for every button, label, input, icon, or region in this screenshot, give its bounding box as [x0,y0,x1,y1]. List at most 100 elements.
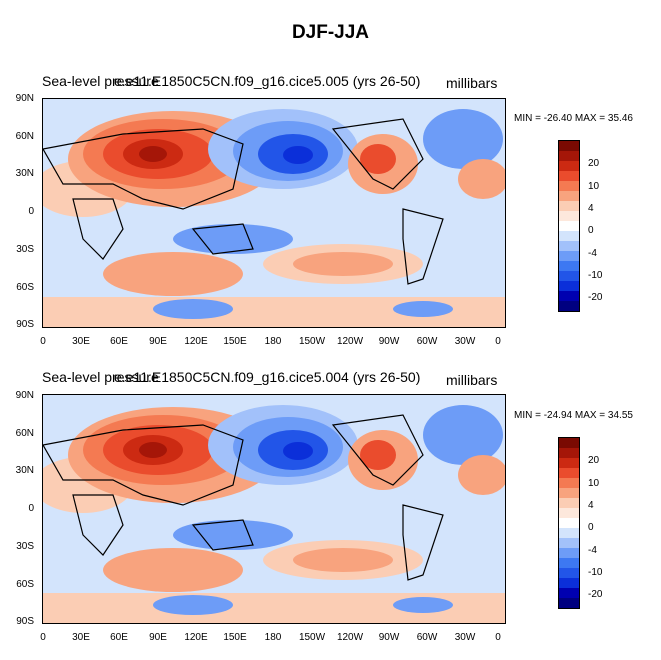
colorbar-swatch [559,191,579,201]
colorbar-swatch [559,548,579,558]
lat-label: 30N [15,168,34,179]
lat-label: 0 [28,206,34,217]
case-label: e.e11.E1850C5CN.f09_g16.cice5.004 (yrs 2… [114,369,421,385]
colorbar-swatch [559,508,579,518]
colorbar-swatch [559,251,579,261]
page-title: DJF-JJA [291,22,370,43]
colorbar-swatch [559,241,579,251]
lat-label: 30S [16,244,34,255]
colorbar-swatch [559,588,579,598]
colorbar-swatch [559,498,579,508]
lat-label: 30S [16,541,34,552]
lon-label: 0 [495,336,501,347]
colorbar-label: -4 [588,545,597,556]
lon-label: 120E [184,632,208,643]
lon-label: 30E [72,336,90,347]
colorbar-label: -10 [588,270,603,281]
colorbar [558,437,580,609]
lat-label: 90N [15,390,34,401]
lat-label: 60N [15,131,34,142]
sea-level-pressure-map [42,98,506,328]
colorbar-swatch [559,171,579,181]
colorbar-label: -20 [588,292,603,303]
lon-label: 60W [416,336,438,347]
lat-label: 60S [16,579,34,590]
colorbar-swatch [559,468,579,478]
lon-label: 90W [378,632,400,643]
lon-label: 120W [336,336,364,347]
colorbar-swatch [559,181,579,191]
lon-label: 150E [223,632,247,643]
variable-label: Sea-level pressure [42,369,159,385]
units-label: millibars [446,372,498,388]
colorbar-swatch [559,281,579,291]
lon-label: 60W [416,632,438,643]
lon-label: 90E [149,632,167,643]
min-max-label: MIN = -24.94 MAX = 34.55 [514,410,633,421]
lon-label: 120E [184,336,208,347]
colorbar-swatch [559,458,579,468]
colorbar-swatch [559,488,579,498]
colorbar-swatch [559,538,579,548]
colorbar-swatch [559,211,579,221]
map-field [43,395,505,623]
colorbar-label: 20 [588,455,600,466]
lon-label: 150W [298,632,326,643]
lon-label: 180 [264,336,282,347]
colorbar-swatch [559,271,579,281]
colorbar-label: 0 [588,225,594,236]
colorbar-label: 10 [588,181,600,192]
lon-label: 30W [454,336,476,347]
colorbar-label: 4 [588,203,594,214]
colorbar-label: 20 [588,158,600,169]
lon-label: 150E [223,336,247,347]
lat-label: 90S [16,319,34,330]
lat-label: 90N [15,93,34,104]
colorbar-swatch [559,558,579,568]
colorbar [558,140,580,312]
colorbar-swatch [559,518,579,528]
lon-label: 150W [298,336,326,347]
lon-label: 120W [336,632,364,643]
lat-label: 30N [15,465,34,476]
lon-label: 60E [110,632,128,643]
colorbar-swatch [559,438,579,448]
lon-label: 0 [495,632,501,643]
colorbar-swatch [559,201,579,211]
lon-label: 180 [264,632,282,643]
min-max-label: MIN = -26.40 MAX = 35.46 [514,113,633,124]
lon-label: 0 [40,336,46,347]
colorbar-label: 0 [588,522,594,533]
lat-label: 90S [16,616,34,627]
colorbar-label: -4 [588,248,597,259]
lon-label: 30E [72,632,90,643]
colorbar-swatch [559,598,579,608]
colorbar-swatch [559,568,579,578]
colorbar-swatch [559,448,579,458]
lon-label: 90W [378,336,400,347]
units-label: millibars [446,75,498,91]
case-label: e.e11.E1850C5CN.f09_g16.cice5.005 (yrs 2… [114,73,421,89]
colorbar-swatch [559,301,579,311]
map-field [43,99,505,327]
lat-label: 60N [15,428,34,439]
colorbar-label: -10 [588,567,603,578]
sea-level-pressure-map [42,394,506,624]
variable-label: Sea-level pressure [42,73,159,89]
colorbar-label: 4 [588,500,594,511]
lat-label: 60S [16,282,34,293]
colorbar-swatch [559,291,579,301]
colorbar-swatch [559,478,579,488]
colorbar-swatch [559,141,579,151]
colorbar-swatch [559,261,579,271]
colorbar-swatch [559,151,579,161]
lon-label: 30W [454,632,476,643]
colorbar-swatch [559,221,579,231]
colorbar-swatch [559,231,579,241]
lon-label: 90E [149,336,167,347]
lon-label: 60E [110,336,128,347]
colorbar-swatch [559,578,579,588]
colorbar-swatch [559,161,579,171]
colorbar-swatch [559,528,579,538]
lon-label: 0 [40,632,46,643]
